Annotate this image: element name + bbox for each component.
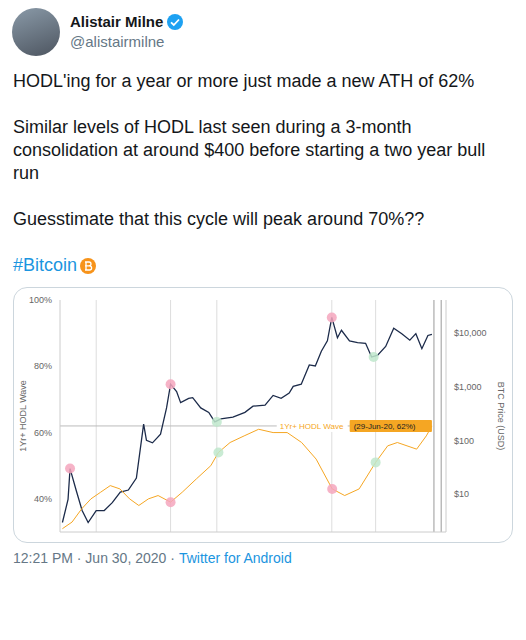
svg-text:BTC Price (USD): BTC Price (USD) <box>496 382 506 451</box>
svg-text:$10,000: $10,000 <box>454 328 487 338</box>
svg-text:40%: 40% <box>34 494 52 504</box>
html-text:12:21 PM · Jun 30, 2020 · Twit: 12:21 PM · Jun 30, 2020 · Twitter for An… <box>13 550 292 566</box>
svg-text:$10: $10 <box>454 489 469 499</box>
svg-text:(29-Jun-20, 62%): (29-Jun-20, 62%) <box>354 422 416 431</box>
html-text:Guesstimate that this cycle wi: Guesstimate that this cycle will peak ar… <box>13 209 425 229</box>
html-text:@alistairmilne: @alistairmilne <box>70 33 165 50</box>
svg-text:100%: 100% <box>29 295 52 305</box>
svg-text:1Yr+ HODL Wave: 1Yr+ HODL Wave <box>280 422 344 431</box>
html-text:Alistair Milne: Alistair Milne <box>70 13 164 30</box>
html-text:HODL'ing for a year or more ju: HODL'ing for a year or more just made a … <box>13 71 475 91</box>
html-text:Similar levels of HODL last se: Similar levels of HODL last seen during … <box>13 117 486 183</box>
svg-text:60%: 60% <box>34 428 52 438</box>
svg-text:$1,000: $1,000 <box>454 382 482 392</box>
svg-text:$100: $100 <box>454 436 474 446</box>
html-text:#Bitcoin: #Bitcoin <box>13 255 77 275</box>
svg-text:80%: 80% <box>34 361 52 371</box>
svg-text:1Yr+ HODL Wave: 1Yr+ HODL Wave <box>18 380 28 452</box>
